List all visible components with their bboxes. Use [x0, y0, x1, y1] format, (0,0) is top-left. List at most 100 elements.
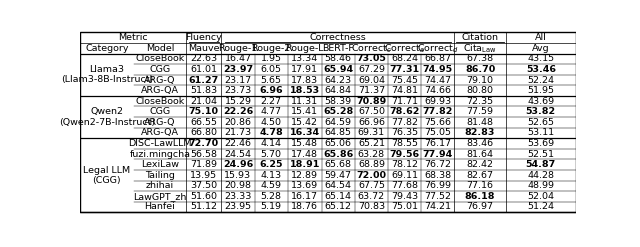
Text: 5.19: 5.19 [260, 203, 282, 211]
Text: 51.83: 51.83 [190, 86, 218, 95]
Text: 79.43: 79.43 [391, 192, 418, 201]
Text: 58.39: 58.39 [324, 97, 352, 106]
Text: 51.24: 51.24 [527, 203, 554, 211]
Text: 52.51: 52.51 [527, 150, 554, 159]
Text: 74.95: 74.95 [423, 65, 453, 74]
Text: 67.38: 67.38 [467, 54, 493, 63]
Text: 15.41: 15.41 [291, 107, 318, 116]
Text: 23.97: 23.97 [223, 65, 253, 74]
Text: Correct$_c$: Correct$_c$ [351, 42, 392, 55]
Text: 21.04: 21.04 [190, 97, 217, 106]
Text: 65.21: 65.21 [358, 139, 385, 148]
Text: 78.55: 78.55 [391, 139, 418, 148]
Text: 77.82: 77.82 [391, 118, 418, 127]
Text: 74.21: 74.21 [424, 203, 451, 211]
Text: LawGPT_zh: LawGPT_zh [133, 192, 186, 201]
Text: 67.75: 67.75 [358, 181, 385, 190]
Text: 70.83: 70.83 [358, 203, 385, 211]
Text: 83.46: 83.46 [467, 139, 493, 148]
Text: 75.10: 75.10 [189, 107, 219, 116]
Text: 15.42: 15.42 [291, 118, 318, 127]
Text: 76.72: 76.72 [424, 160, 451, 169]
Text: 86.18: 86.18 [465, 192, 495, 201]
Text: 20.86: 20.86 [225, 118, 252, 127]
Text: 76.97: 76.97 [467, 203, 493, 211]
Text: 43.69: 43.69 [527, 97, 554, 106]
Text: 69.31: 69.31 [358, 128, 385, 137]
Text: 77.16: 77.16 [467, 181, 493, 190]
Text: Rouge-2: Rouge-2 [252, 44, 291, 53]
Text: 65.86: 65.86 [323, 150, 353, 159]
Text: 24.54: 24.54 [225, 150, 252, 159]
Text: 23.33: 23.33 [224, 192, 252, 201]
Text: ARG-Q: ARG-Q [144, 76, 175, 84]
Text: 64.85: 64.85 [324, 128, 351, 137]
Text: 74.66: 74.66 [424, 86, 451, 95]
Text: 81.64: 81.64 [467, 150, 493, 159]
Text: 51.60: 51.60 [190, 192, 217, 201]
Text: 64.59: 64.59 [324, 118, 351, 127]
Text: 6.05: 6.05 [260, 65, 282, 74]
Text: Legal LLM
(CGG): Legal LLM (CGG) [83, 165, 131, 185]
Text: 52.04: 52.04 [527, 192, 554, 201]
Text: Correctness: Correctness [310, 33, 366, 42]
Text: 24.96: 24.96 [223, 160, 253, 169]
Text: 18.76: 18.76 [291, 203, 318, 211]
Text: 67.50: 67.50 [358, 107, 385, 116]
Text: 72.00: 72.00 [356, 171, 387, 180]
Text: 53.11: 53.11 [527, 128, 554, 137]
Text: Qwen2
(Qwen2-7B-Instruct): Qwen2 (Qwen2-7B-Instruct) [59, 107, 155, 127]
Text: 82.83: 82.83 [465, 128, 495, 137]
Text: 1.95: 1.95 [260, 54, 282, 63]
Text: DISC-LawLLM: DISC-LawLLM [128, 139, 191, 148]
Text: 65.14: 65.14 [324, 192, 351, 201]
Text: 76.35: 76.35 [391, 128, 418, 137]
Text: CloseBook: CloseBook [135, 54, 184, 63]
Text: 23.73: 23.73 [225, 86, 252, 95]
Text: 75.45: 75.45 [391, 76, 418, 84]
Text: 68.38: 68.38 [424, 171, 451, 180]
Text: 59.47: 59.47 [324, 171, 351, 180]
Text: 18.53: 18.53 [290, 86, 320, 95]
Text: 5.28: 5.28 [260, 192, 282, 201]
Text: 71.89: 71.89 [190, 160, 217, 169]
Text: 69.11: 69.11 [391, 171, 418, 180]
Text: 43.15: 43.15 [527, 54, 554, 63]
Text: 80.80: 80.80 [467, 86, 493, 95]
Text: ARG-QA: ARG-QA [141, 86, 179, 95]
Text: 6.25: 6.25 [259, 160, 283, 169]
Text: 65.28: 65.28 [323, 107, 353, 116]
Text: 15.29: 15.29 [225, 97, 252, 106]
Text: ARG-QA: ARG-QA [141, 128, 179, 137]
Text: 53.46: 53.46 [526, 65, 556, 74]
Text: 13.95: 13.95 [190, 171, 218, 180]
Text: 78.62: 78.62 [390, 107, 420, 116]
Text: 5.70: 5.70 [260, 150, 282, 159]
Text: 72.35: 72.35 [467, 97, 493, 106]
Text: 75.01: 75.01 [391, 203, 418, 211]
Text: 23.17: 23.17 [225, 76, 252, 84]
Text: 44.28: 44.28 [527, 171, 554, 180]
Text: Cita$_{\mathrm{Law}}$: Cita$_{\mathrm{Law}}$ [463, 42, 497, 55]
Text: 20.98: 20.98 [225, 181, 252, 190]
Text: 2.27: 2.27 [260, 97, 282, 106]
Text: 68.89: 68.89 [358, 160, 385, 169]
Text: 64.23: 64.23 [324, 76, 352, 84]
Text: zhihai: zhihai [146, 181, 174, 190]
Text: Citation: Citation [461, 33, 499, 42]
Text: 64.84: 64.84 [324, 86, 351, 95]
Text: 17.48: 17.48 [291, 150, 318, 159]
Text: 15.48: 15.48 [291, 139, 318, 148]
Text: 64.54: 64.54 [324, 181, 351, 190]
Text: 76.17: 76.17 [424, 139, 451, 148]
Text: 78.12: 78.12 [391, 160, 418, 169]
Text: 82.42: 82.42 [467, 160, 493, 169]
Text: 52.24: 52.24 [527, 76, 554, 84]
Text: 63.28: 63.28 [358, 150, 385, 159]
Text: BERT-F: BERT-F [323, 44, 354, 53]
Text: 63.72: 63.72 [358, 192, 385, 201]
Text: 82.67: 82.67 [467, 171, 493, 180]
Text: 73.05: 73.05 [356, 54, 387, 63]
Text: 77.31: 77.31 [390, 65, 420, 74]
Text: LexiLaw: LexiLaw [141, 160, 179, 169]
